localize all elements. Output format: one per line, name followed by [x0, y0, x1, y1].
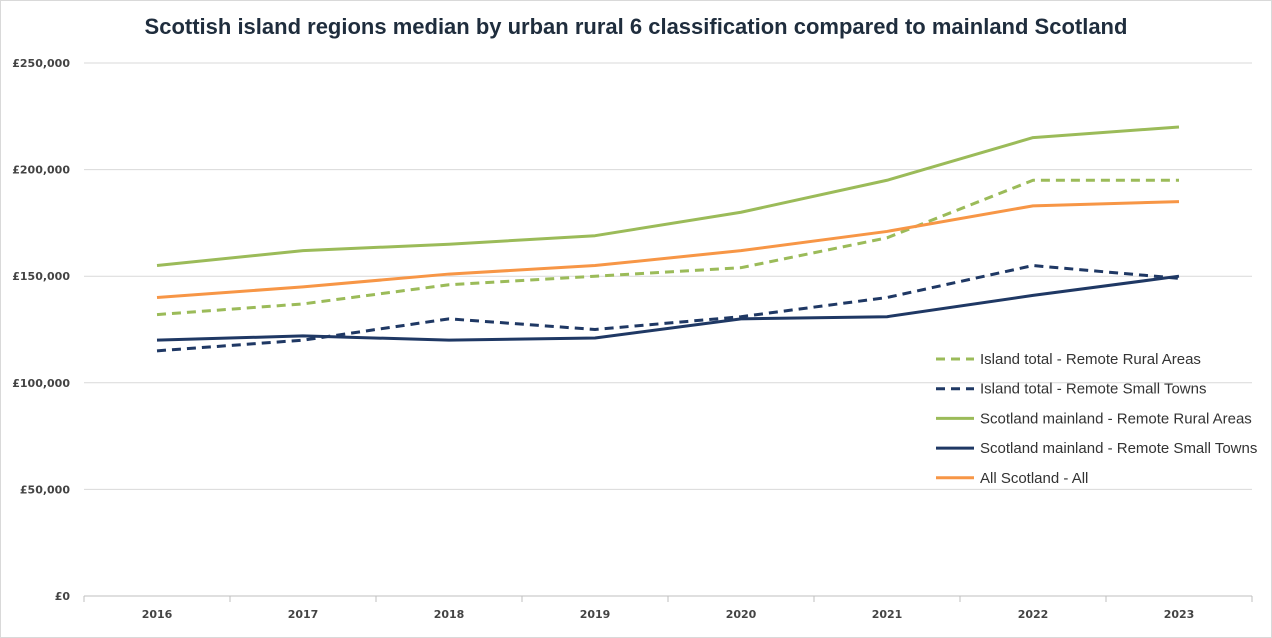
x-tick-label: 2018 — [434, 608, 465, 621]
series-lines — [156, 125, 1180, 353]
series-line — [156, 125, 1180, 268]
x-tick-label: 2023 — [1164, 608, 1195, 621]
legend-label: Island total - Remote Small Towns — [980, 381, 1207, 398]
series-line — [156, 264, 1180, 353]
series-line — [156, 200, 1180, 300]
x-tick-label: 2019 — [580, 608, 611, 621]
series-line — [156, 274, 1180, 342]
y-tick-label: £200,000 — [12, 164, 70, 177]
legend-label: Scotland mainland - Remote Small Towns — [980, 440, 1257, 457]
gridlines — [84, 62, 1252, 490]
y-tick-label: £150,000 — [12, 270, 70, 283]
legend: Island total - Remote Rural Areas Island … — [936, 351, 1257, 487]
x-tick-label: 2016 — [142, 608, 173, 621]
x-axis: 2016 2017 2018 2019 2020 2021 2022 2023 — [83, 595, 1253, 621]
series-line — [156, 178, 1179, 317]
y-tick-label: £0 — [55, 590, 71, 603]
y-tick-label: £50,000 — [20, 483, 70, 496]
y-tick-label: £250,000 — [12, 57, 70, 70]
x-tick-label: 2017 — [288, 608, 319, 621]
legend-label: Island total - Remote Rural Areas — [980, 351, 1201, 368]
x-tick-label: 2022 — [1018, 608, 1049, 621]
legend-label: All Scotland - All — [980, 470, 1088, 487]
x-tick-label: 2021 — [872, 608, 903, 621]
y-tick-label: £100,000 — [12, 377, 70, 390]
x-tick-label: 2020 — [726, 608, 757, 621]
y-axis: £0 £50,000 £100,000 £150,000 £200,000 £250,00… — [12, 57, 70, 603]
legend-label: Scotland mainland - Remote Rural Areas — [980, 410, 1252, 427]
chart-title: Scottish island regions median by urban … — [144, 14, 1128, 39]
